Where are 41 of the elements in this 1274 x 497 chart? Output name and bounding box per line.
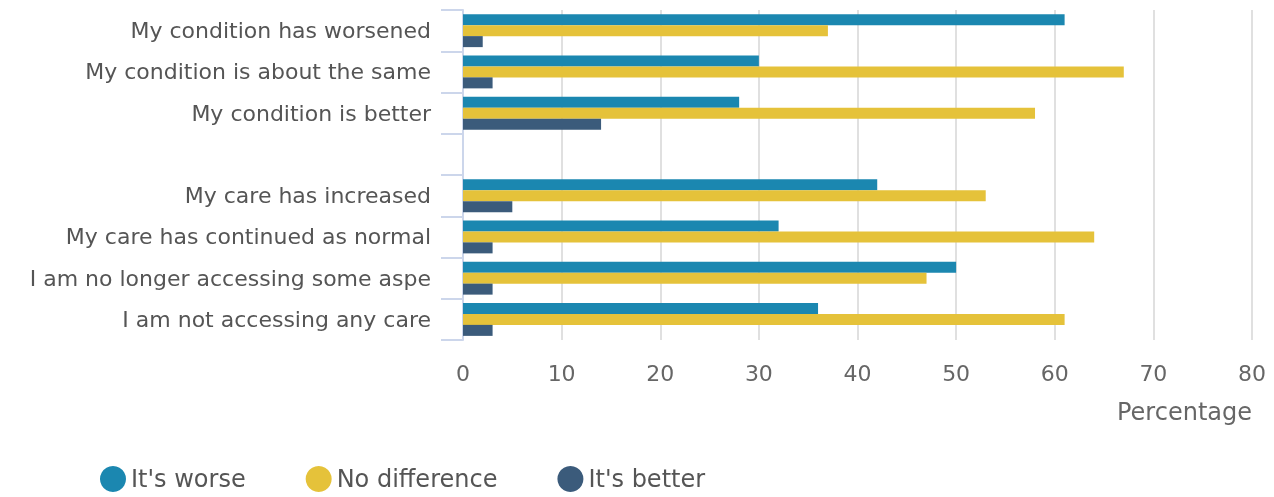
- bar: [463, 66, 1124, 78]
- x-tick-label: 60: [1040, 360, 1069, 386]
- x-tick-label: 50: [942, 360, 971, 386]
- x-tick-label: 30: [744, 360, 773, 386]
- bar: [463, 190, 986, 202]
- x-tick-label: 0: [456, 360, 470, 386]
- bar: [463, 36, 483, 48]
- bar: [463, 261, 957, 273]
- bar: [463, 302, 819, 314]
- bar: [463, 313, 1065, 325]
- bar: [463, 283, 493, 295]
- bar: [463, 96, 740, 108]
- x-tick-label: 10: [547, 360, 576, 386]
- y-tick-label: My condition has worsened: [130, 18, 431, 44]
- x-tick-label: 20: [646, 360, 675, 386]
- bar: [463, 220, 779, 232]
- legend-label: It's worse: [131, 465, 246, 493]
- y-tick-label: I am no longer accessing some aspe: [29, 265, 431, 291]
- x-tick-label: 70: [1139, 360, 1168, 386]
- bar: [463, 201, 513, 213]
- bar: [463, 179, 878, 191]
- bar: [463, 118, 602, 130]
- bar: [463, 107, 1036, 119]
- bar: [463, 77, 493, 89]
- bar: [463, 242, 493, 254]
- x-tick-label: 80: [1238, 360, 1266, 386]
- bar: [463, 55, 759, 67]
- y-tick-label: My condition is better: [191, 100, 432, 126]
- x-tick-label: 40: [843, 360, 872, 386]
- bar: [463, 25, 828, 37]
- bar: [463, 14, 1065, 26]
- legend-label: It's better: [588, 465, 706, 493]
- y-tick-label: My care has continued as normal: [65, 224, 431, 250]
- x-axis-title: Percentage: [1116, 398, 1252, 426]
- bar: [463, 231, 1095, 243]
- y-tick-label: My care has increased: [184, 183, 431, 209]
- legend-label: No difference: [336, 465, 498, 493]
- bar: [463, 272, 927, 284]
- bar: [463, 324, 493, 336]
- y-tick-label: I am not accessing any care: [122, 306, 431, 332]
- y-tick-label: My condition is about the same: [85, 59, 431, 85]
